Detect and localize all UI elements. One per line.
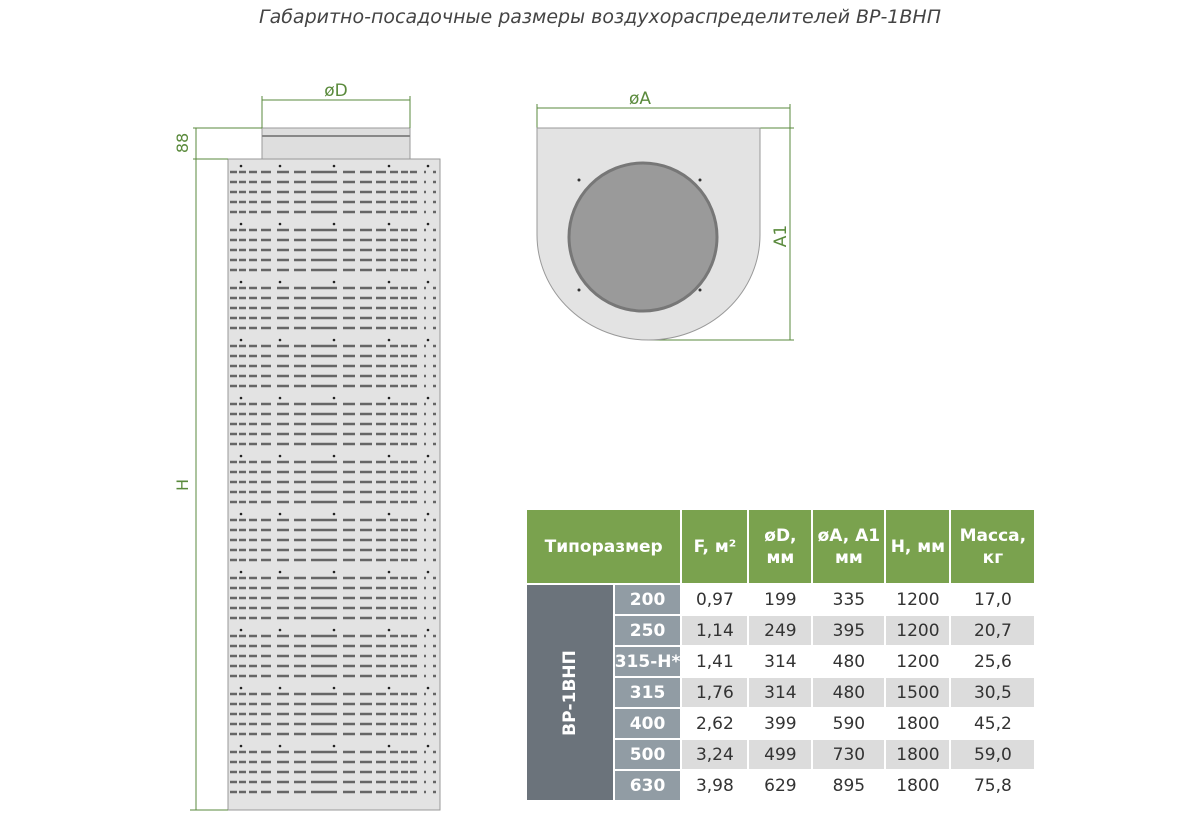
group-label: ВР-1ВНП (559, 649, 580, 736)
size-cell: 500 (612, 738, 683, 771)
table-row: 400 2,62 399 590 1800 45,2 (526, 707, 1037, 740)
dimension-lines (190, 96, 794, 811)
dim-88-label: 88 (173, 133, 192, 153)
table-row: 500 3,24 499 730 1800 59,0 (526, 738, 1037, 771)
dim-a1-label: A1 (771, 225, 791, 247)
value-cell: 629 (747, 769, 814, 802)
value-cell: 30,5 (949, 676, 1037, 709)
value-cell: 249 (747, 614, 814, 647)
value-cell: 2,62 (680, 707, 750, 740)
value-cell: 590 (811, 707, 887, 740)
dim-d-label: øD (324, 81, 348, 101)
table-row: ВР-1ВНП 200 0,97 199 335 1200 17,0 (525, 583, 1037, 802)
value-cell: 1800 (884, 707, 952, 740)
collar (261, 127, 411, 160)
value-cell: 895 (811, 769, 887, 802)
header-a: øA, A1 мм (811, 508, 887, 585)
value-cell: 0,97 (680, 583, 750, 616)
value-cell: 1,14 (680, 614, 750, 647)
value-cell: 75,8 (949, 769, 1037, 802)
table-row: 250 1,14 249 395 1200 20,7 (526, 614, 1037, 647)
value-cell: 314 (747, 645, 814, 678)
size-cell: 250 (612, 614, 683, 647)
value-cell: 3,24 (680, 738, 750, 771)
top-view (536, 127, 761, 341)
perforated-body (227, 158, 441, 811)
value-cell: 730 (811, 738, 887, 771)
value-cell: 1200 (884, 583, 952, 616)
value-cell: 25,6 (949, 645, 1037, 678)
value-cell: 395 (811, 614, 887, 647)
specs-table: Типоразмер F, м² øD, мм øA, A1 мм H, мм … (524, 508, 1037, 802)
value-cell: 335 (811, 583, 887, 616)
value-cell: 480 (811, 676, 887, 709)
size-cell: 200 (612, 583, 683, 616)
front-view (227, 127, 441, 811)
size-cell: 400 (612, 707, 683, 740)
size-cell: 315-Н* (612, 645, 683, 678)
table-row: 315-Н* 1,41 314 480 1200 25,6 (526, 645, 1037, 678)
value-cell: 1800 (884, 738, 952, 771)
dim-h-label: H (173, 479, 192, 491)
header-d: øD, мм (747, 508, 814, 585)
dim-a-label: øA (629, 89, 651, 109)
value-cell: 1800 (884, 769, 952, 802)
size-cell: 630 (612, 769, 683, 802)
table-row: 630 3,98 629 895 1800 75,8 (526, 769, 1037, 802)
header-size: Типоразмер (524, 508, 683, 585)
value-cell: 199 (747, 583, 814, 616)
value-cell: 399 (747, 707, 814, 740)
header-h: H, мм (884, 508, 952, 585)
header-f: F, м² (680, 508, 750, 585)
value-cell: 59,0 (949, 738, 1037, 771)
value-cell: 1200 (884, 645, 952, 678)
table-row: 315 1,76 314 480 1500 30,5 (526, 676, 1037, 709)
size-cell: 315 (612, 676, 683, 709)
value-cell: 314 (747, 676, 814, 709)
value-cell: 1200 (884, 614, 952, 647)
value-cell: 1,41 (680, 645, 750, 678)
value-cell: 1,76 (680, 676, 750, 709)
value-cell: 499 (747, 738, 814, 771)
page-title: Габаритно-посадочные размеры воздухорасп… (258, 6, 941, 28)
value-cell: 1500 (884, 676, 952, 709)
value-cell: 480 (811, 645, 887, 678)
value-cell: 20,7 (949, 614, 1037, 647)
header-mass: Масса, кг (949, 508, 1037, 585)
value-cell: 17,0 (949, 583, 1037, 616)
value-cell: 3,98 (680, 769, 750, 802)
value-cell: 45,2 (949, 707, 1037, 740)
